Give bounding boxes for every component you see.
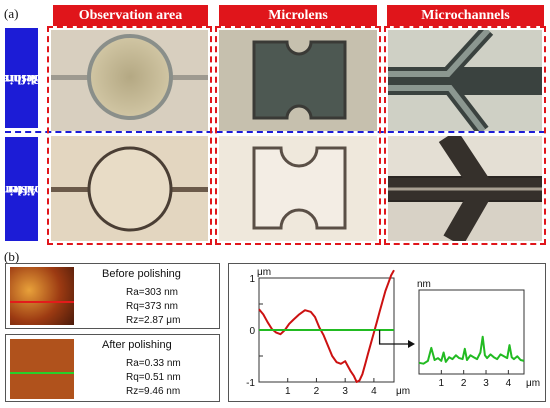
before-ra: Ra=303 nm [126,287,178,298]
after-ra: Ra=0.33 nm [126,358,181,369]
label-a: (a) [4,6,19,21]
afm-after-image [10,339,74,399]
microchannels-before-image [388,30,542,131]
chart0-ytick-label-0: 1 [249,274,255,285]
before-rz: Rz=2.87 μm [126,315,181,326]
chart1-xtick-label-0: 1 [439,378,445,389]
chart0-xtick-label-1: 2 [314,386,320,397]
connector-line [378,330,410,345]
column-header-observation: Observation area [53,5,208,26]
chart1-xtick-label-2: 3 [483,378,489,389]
panel-microlens [215,26,381,245]
after-title: After polishing [102,339,172,351]
microlens-before-image [252,40,347,120]
microlens-after-image [252,146,347,230]
chart1-xlabel: μm [526,378,540,389]
microchannels-after-image [388,136,542,241]
panel-microchannels [384,26,546,245]
row-after-line2: polishing [0,182,49,197]
chart0-ylabel: μm [257,267,271,278]
photo-microchannels-after [388,136,542,241]
photo-observation-after [51,136,208,241]
photo-microlens-after [219,136,377,241]
photo-microchannels-before [388,30,542,131]
before-stats: Ra=303 nm Rq=373 nm Rz=2.87 μm [126,286,180,328]
chart0-xtick-label-2: 3 [342,386,348,397]
afm-before-scanline [10,301,74,303]
column-header-microchannels: Microchannels [387,5,544,26]
row-before-line2: polishing [0,71,49,86]
before-title: Before polishing [102,268,181,280]
photo-microlens-before [219,30,377,131]
chart0-ytick-label-2: 0 [249,326,255,337]
profile-chart-panel: 1 2 3 4 1 0 -1 μm μm 1 2 3 4 nm μm [228,263,546,402]
card-before-polishing: Before polishing Ra=303 nm Rq=373 nm Rz=… [5,263,220,329]
chart1-frame [418,289,525,375]
after-stats: Ra=0.33 nm Rq=0.51 nm Rz=9.46 nm [126,357,181,399]
chart1-xtick-label-3: 4 [506,378,512,389]
chart0-xtick-label-3: 4 [371,386,377,397]
after-rq: Rq=0.51 nm [126,372,181,383]
chart1-series-0 [418,335,525,365]
chart1-xtick-label-1: 2 [461,378,467,389]
chart0-series-0 [258,269,395,383]
panel-observation [47,26,212,245]
observation-before-image [51,34,208,120]
label-b: (b) [4,249,20,264]
row-divider [5,131,545,133]
chart1-ylabel: nm [417,279,431,290]
chart0-xtick-label-0: 1 [285,386,291,397]
afm-before-image [10,267,74,325]
chart0-ytick-label-4: -1 [246,378,255,389]
afm-after-scanline [10,372,74,374]
photo-observation-before [51,30,208,131]
column-header-microlens: Microlens [219,5,377,26]
observation-after-image [51,146,208,232]
connector-arrowhead [408,340,415,348]
after-rz: Rz=9.46 nm [126,386,181,397]
card-after-polishing: After polishing Ra=0.33 nm Rq=0.51 nm Rz… [5,334,220,402]
chart0-xlabel: μm [396,386,410,397]
before-rq: Rq=373 nm [126,301,178,312]
